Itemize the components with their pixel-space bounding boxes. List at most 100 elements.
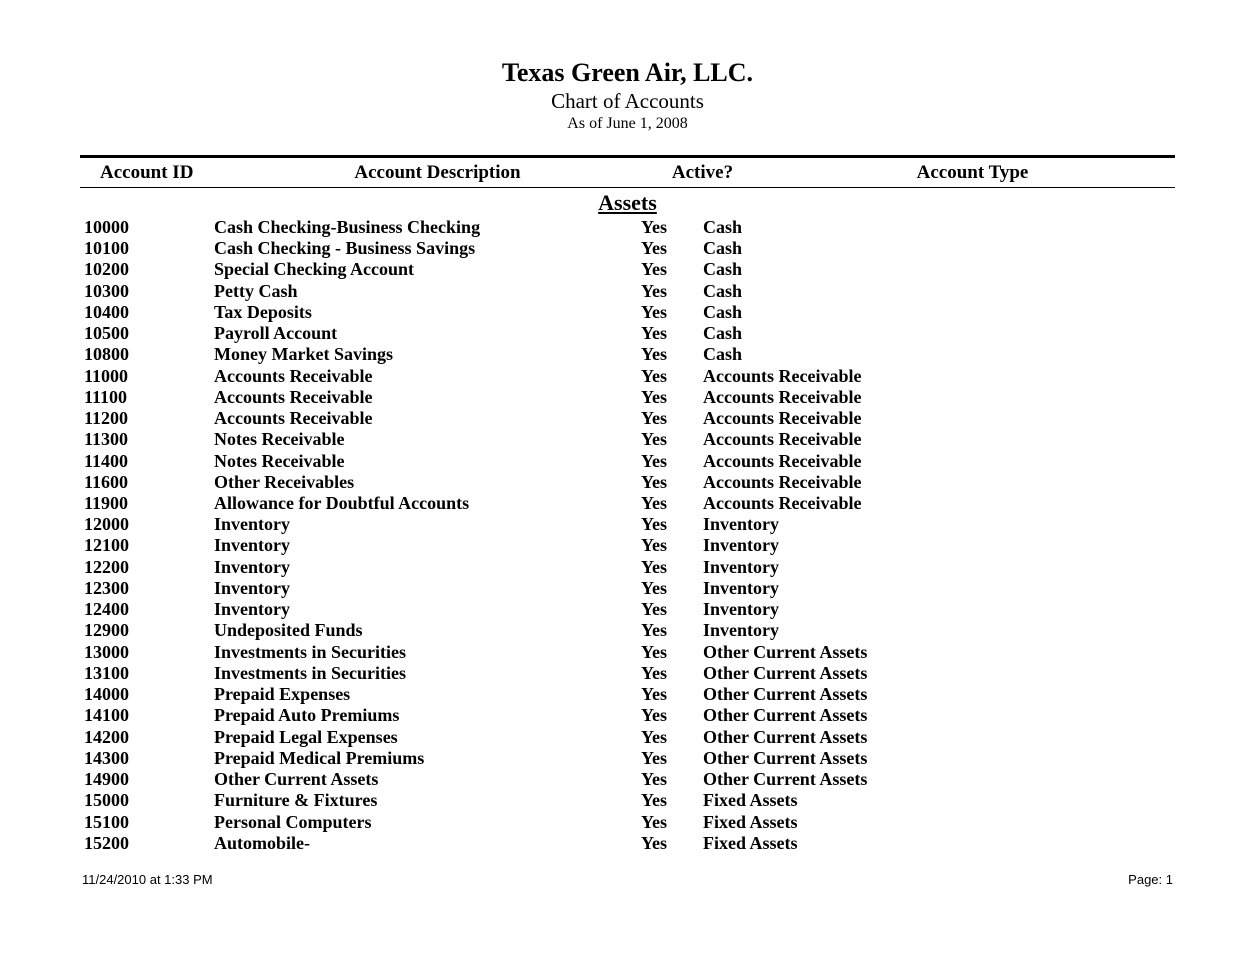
account-description: Payroll Account [214, 323, 641, 344]
page: Texas Green Air, LLC. Chart of Accounts … [0, 0, 1255, 970]
table-row: 12300InventoryYesInventory [80, 578, 1175, 599]
account-type: Inventory [703, 620, 1175, 641]
account-type: Other Current Assets [703, 748, 1175, 769]
account-description: Inventory [214, 599, 641, 620]
account-description: Allowance for Doubtful Accounts [214, 493, 641, 514]
account-active: Yes [641, 429, 703, 450]
account-active: Yes [641, 238, 703, 259]
account-description: Prepaid Expenses [214, 684, 641, 705]
account-active: Yes [641, 578, 703, 599]
table-row: 14900Other Current AssetsYesOther Curren… [80, 769, 1175, 790]
account-type: Accounts Receivable [703, 472, 1175, 493]
account-active: Yes [641, 281, 703, 302]
account-description: Inventory [214, 514, 641, 535]
account-active: Yes [641, 408, 703, 429]
account-active: Yes [641, 344, 703, 365]
accounts-table: Account ID Account Description Active? A… [80, 155, 1175, 854]
footer-page: Page: 1 [1128, 872, 1173, 887]
account-id: 11300 [80, 429, 214, 450]
table-row: 11400Notes ReceivableYesAccounts Receiva… [80, 451, 1175, 472]
report-header: Texas Green Air, LLC. Chart of Accounts … [0, 58, 1255, 135]
account-id: 14200 [80, 727, 214, 748]
table-row: 14100Prepaid Auto PremiumsYesOther Curre… [80, 705, 1175, 726]
account-active: Yes [641, 769, 703, 790]
table-row: 15200Automobile-YesFixed Assets [80, 833, 1175, 854]
account-description: Money Market Savings [214, 344, 641, 365]
table-row: 12000InventoryYesInventory [80, 514, 1175, 535]
account-type: Other Current Assets [703, 684, 1175, 705]
account-type: Accounts Receivable [703, 408, 1175, 429]
account-type: Cash [703, 302, 1175, 323]
account-type: Cash [703, 323, 1175, 344]
account-id: 14300 [80, 748, 214, 769]
account-active: Yes [641, 514, 703, 535]
account-id: 13000 [80, 642, 214, 663]
account-id: 10000 [80, 217, 214, 238]
account-type: Inventory [703, 557, 1175, 578]
account-type: Inventory [703, 578, 1175, 599]
col-header-active: Active? [635, 162, 770, 184]
account-active: Yes [641, 833, 703, 854]
footer-timestamp: 11/24/2010 at 1:33 PM [82, 872, 213, 887]
account-id: 11000 [80, 366, 214, 387]
account-active: Yes [641, 323, 703, 344]
account-id: 11100 [80, 387, 214, 408]
account-description: Investments in Securities [214, 663, 641, 684]
account-active: Yes [641, 642, 703, 663]
account-active: Yes [641, 684, 703, 705]
account-id: 10800 [80, 344, 214, 365]
account-id: 10200 [80, 259, 214, 280]
account-id: 10500 [80, 323, 214, 344]
account-type: Cash [703, 259, 1175, 280]
account-type: Inventory [703, 514, 1175, 535]
table-row: 12100InventoryYesInventory [80, 535, 1175, 556]
table-row: 11100Accounts ReceivableYesAccounts Rece… [80, 387, 1175, 408]
table-row: 10000Cash Checking-Business CheckingYesC… [80, 217, 1175, 238]
table-row: 10200Special Checking AccountYesCash [80, 259, 1175, 280]
account-type: Other Current Assets [703, 642, 1175, 663]
table-row: 11900Allowance for Doubtful AccountsYesA… [80, 493, 1175, 514]
account-type: Accounts Receivable [703, 387, 1175, 408]
account-active: Yes [641, 557, 703, 578]
account-active: Yes [641, 812, 703, 833]
account-description: Automobile- [214, 833, 641, 854]
account-description: Other Receivables [214, 472, 641, 493]
account-description: Furniture & Fixtures [214, 790, 641, 811]
account-id: 11400 [80, 451, 214, 472]
account-type: Fixed Assets [703, 833, 1175, 854]
table-row: 13000Investments in SecuritiesYesOther C… [80, 642, 1175, 663]
table-row: 15000Furniture & FixturesYesFixed Assets [80, 790, 1175, 811]
table-row: 11200Accounts ReceivableYesAccounts Rece… [80, 408, 1175, 429]
account-active: Yes [641, 259, 703, 280]
as-of-date: As of June 1, 2008 [0, 114, 1255, 135]
account-type: Other Current Assets [703, 705, 1175, 726]
account-id: 10100 [80, 238, 214, 259]
account-type: Accounts Receivable [703, 366, 1175, 387]
account-description: Accounts Receivable [214, 408, 641, 429]
account-description: Inventory [214, 578, 641, 599]
account-active: Yes [641, 451, 703, 472]
account-type: Other Current Assets [703, 769, 1175, 790]
account-active: Yes [641, 535, 703, 556]
table-row: 10300Petty CashYesCash [80, 281, 1175, 302]
account-active: Yes [641, 663, 703, 684]
account-id: 14100 [80, 705, 214, 726]
account-type: Fixed Assets [703, 790, 1175, 811]
table-row: 12200InventoryYesInventory [80, 557, 1175, 578]
account-active: Yes [641, 748, 703, 769]
account-active: Yes [641, 493, 703, 514]
account-id: 10400 [80, 302, 214, 323]
table-row: 11600Other ReceivablesYesAccounts Receiv… [80, 472, 1175, 493]
account-description: Prepaid Legal Expenses [214, 727, 641, 748]
table-row: 11000Accounts ReceivableYesAccounts Rece… [80, 366, 1175, 387]
table-row: 12900Undeposited FundsYesInventory [80, 620, 1175, 641]
account-id: 13100 [80, 663, 214, 684]
account-description: Prepaid Medical Premiums [214, 748, 641, 769]
table-body: 10000Cash Checking-Business CheckingYesC… [80, 217, 1175, 854]
company-name: Texas Green Air, LLC. [0, 58, 1255, 88]
account-id: 14900 [80, 769, 214, 790]
account-type: Other Current Assets [703, 727, 1175, 748]
account-type: Cash [703, 344, 1175, 365]
account-active: Yes [641, 727, 703, 748]
table-row: 12400InventoryYesInventory [80, 599, 1175, 620]
